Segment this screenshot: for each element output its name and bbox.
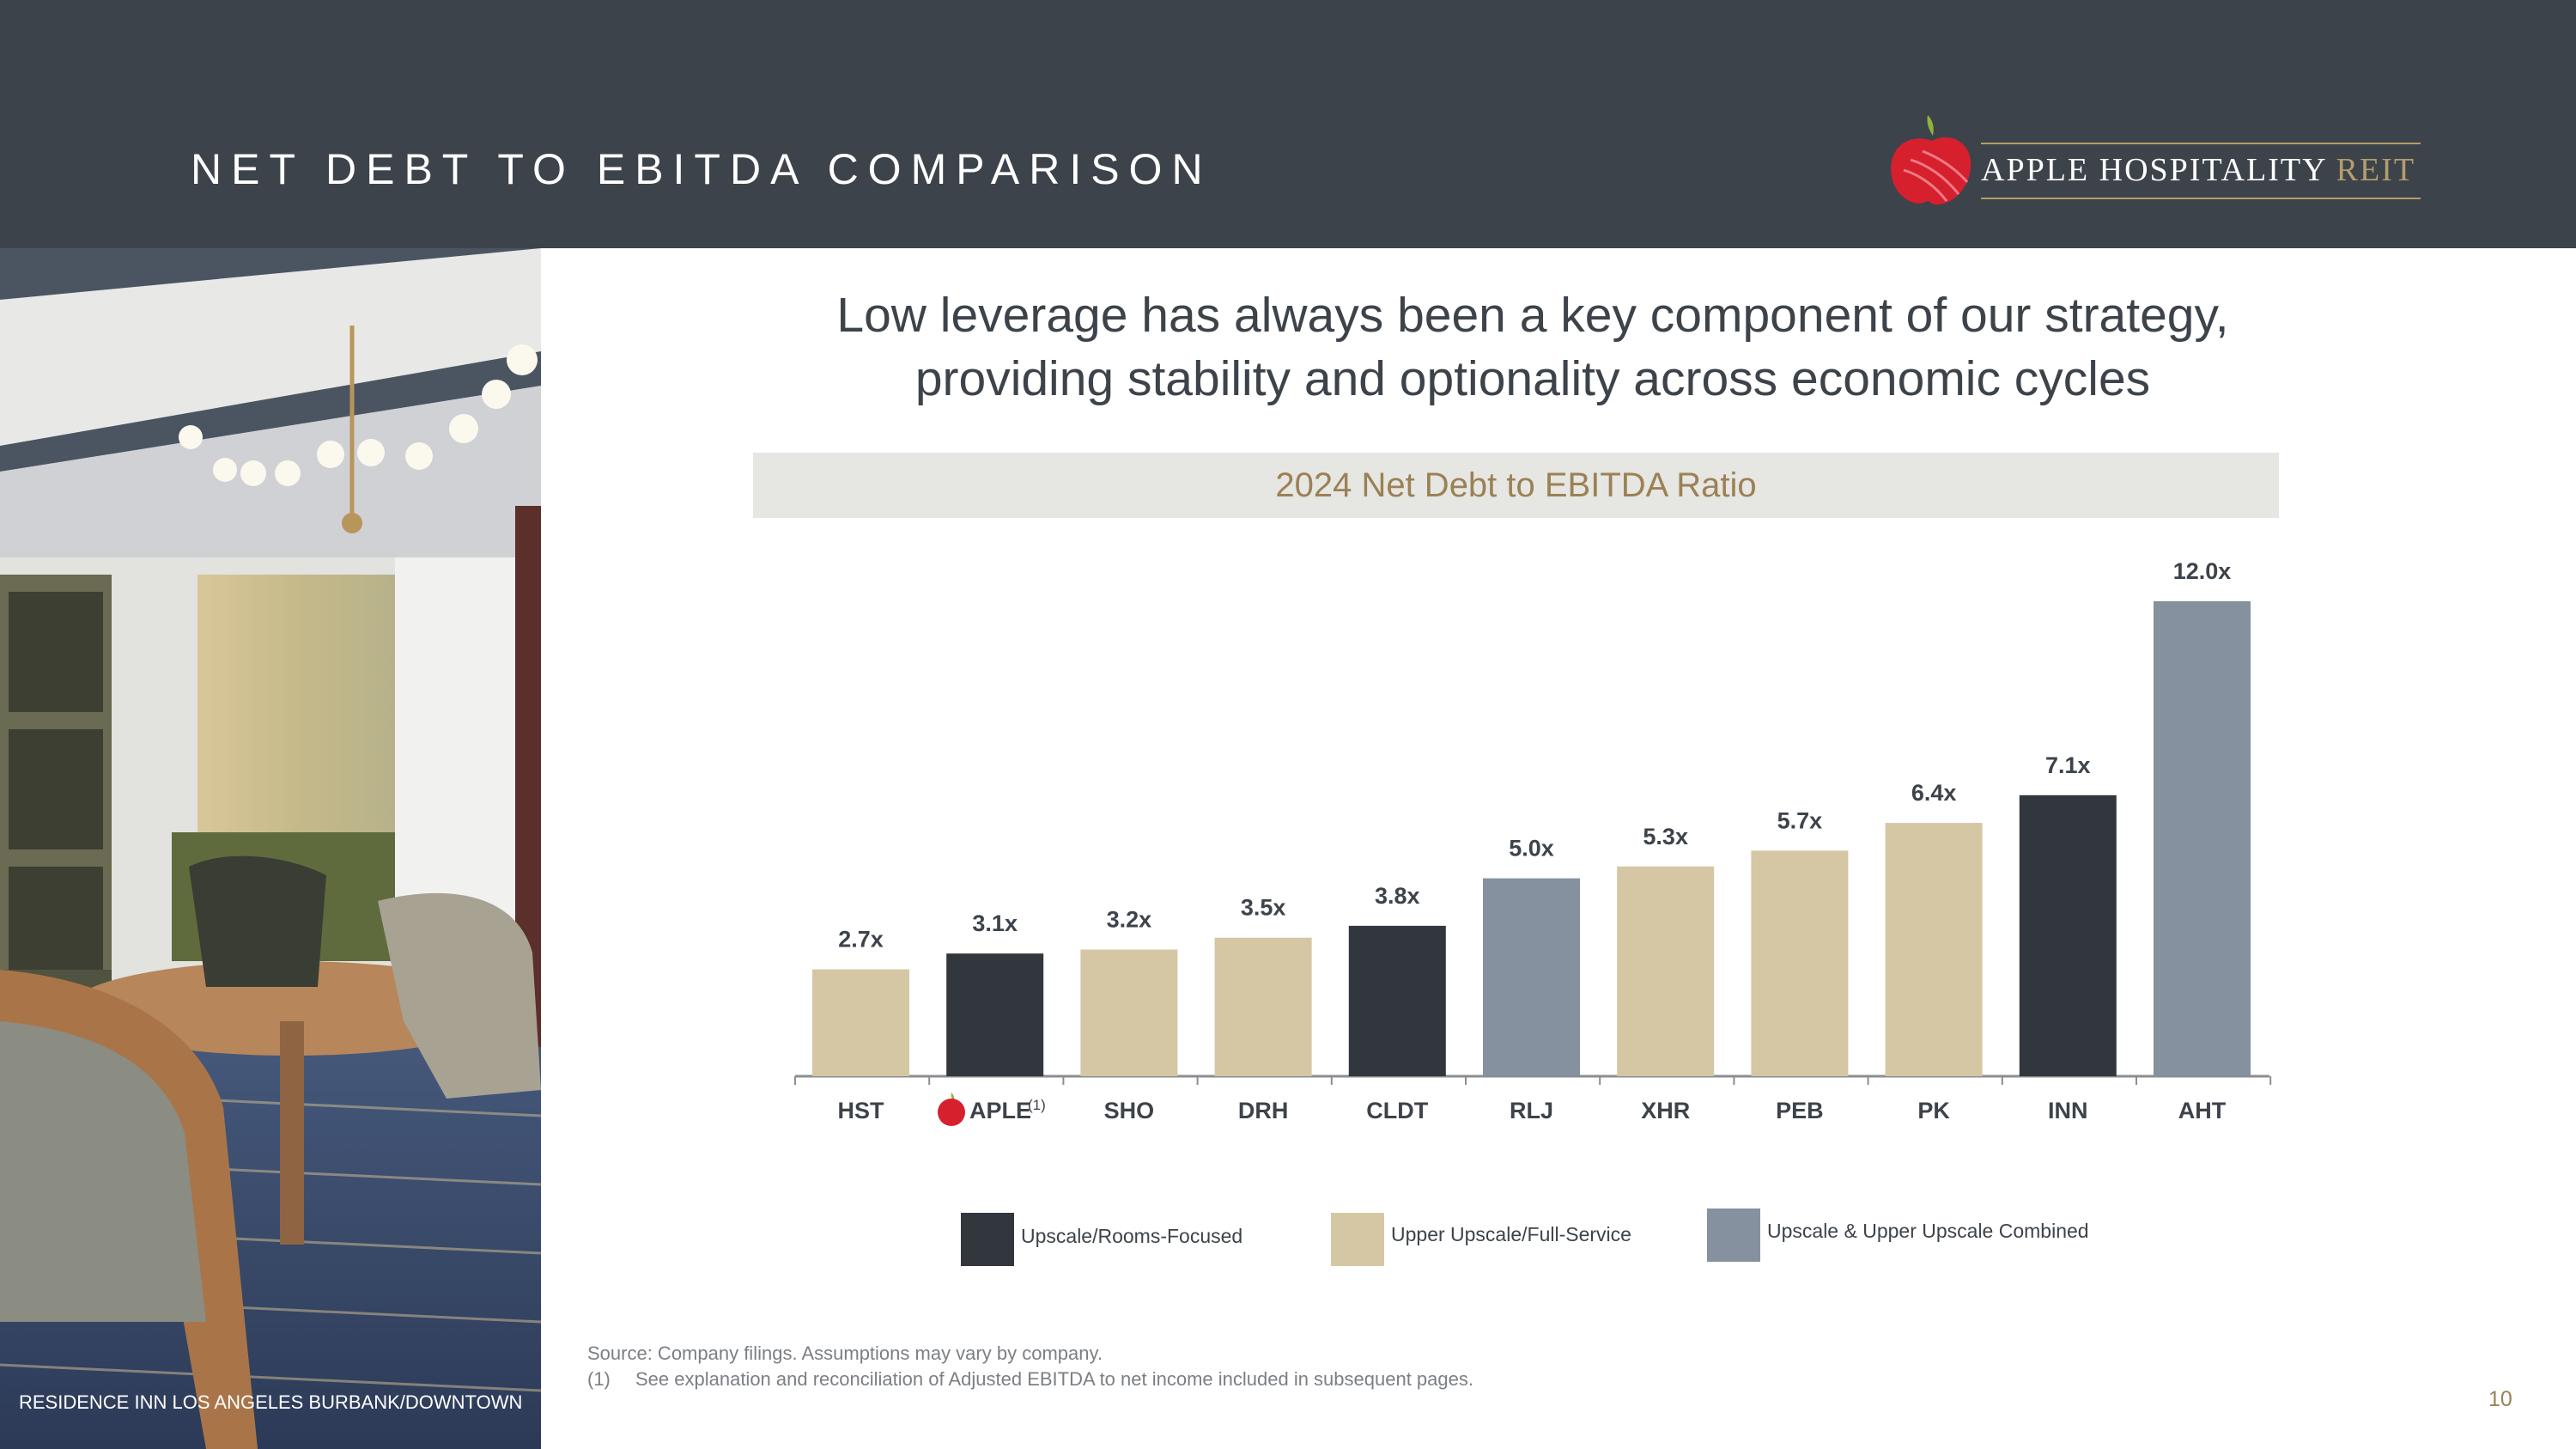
bar-xhr xyxy=(1617,866,1715,1076)
data-label-rlj: 5.0x xyxy=(1509,836,1554,861)
data-label-drh: 3.5x xyxy=(1241,895,1286,921)
x-tick-label-sho: SHO xyxy=(1104,1098,1155,1123)
x-tick-label-pk: PK xyxy=(1917,1098,1950,1123)
data-label-pk: 6.4x xyxy=(1911,780,1957,806)
chart-subtitle-band: 2024 Net Debt to EBITDA Ratio xyxy=(753,453,2279,518)
x-tick-label-rlj: RLJ xyxy=(1510,1098,1553,1123)
chart-title: 2024 Net Debt to EBITDA Ratio xyxy=(1275,466,1757,504)
footnote-text: See explanation and reconciliation of Ad… xyxy=(635,1368,1473,1390)
legend-swatch xyxy=(1707,1209,1760,1262)
bar-aht xyxy=(2154,601,2251,1076)
apple-logo-icon xyxy=(1891,115,1971,205)
footnote-marker: (1) xyxy=(587,1368,611,1390)
data-label-xhr: 5.3x xyxy=(1643,824,1688,849)
legend-label: Upscale & Upper Upscale Combined xyxy=(1767,1220,2089,1242)
x-tick-label-drh: DRH xyxy=(1238,1098,1289,1123)
headline-line-1: Low leverage has always been a key compo… xyxy=(836,288,2229,343)
x-tick-label-hst: HST xyxy=(838,1098,885,1123)
data-label-inn: 7.1x xyxy=(2045,752,2091,778)
bar-sho xyxy=(1080,949,1178,1076)
data-label-peb: 5.7x xyxy=(1777,807,1823,833)
data-label-sho: 3.2x xyxy=(1107,907,1152,933)
data-label-aht: 12.0x xyxy=(2173,558,2232,584)
bar-aple xyxy=(946,953,1044,1076)
legend-label: Upscale/Rooms-Focused xyxy=(1021,1225,1243,1247)
logo-wordmark: APPLE HOSPITALITY REIT xyxy=(1981,152,2416,188)
x-tick-label-xhr: XHR xyxy=(1641,1098,1690,1123)
logo-rule-top xyxy=(1981,143,2421,144)
bar-drh xyxy=(1214,937,1312,1076)
data-label-cldt: 3.8x xyxy=(1375,883,1420,909)
bar-cldt xyxy=(1348,925,1446,1076)
x-tick-label-peb: PEB xyxy=(1776,1098,1824,1123)
source-notes: Source: Company filings. Assumptions may… xyxy=(587,1341,1473,1392)
headline-line-2: providing stability and optionality acro… xyxy=(914,351,2151,406)
source-line: Source: Company filings. Assumptions may… xyxy=(587,1342,1103,1364)
x-tick-label-cldt: CLDT xyxy=(1366,1098,1428,1123)
bar-peb xyxy=(1751,850,1849,1076)
bar-inn xyxy=(2019,795,2117,1076)
legend-swatch xyxy=(961,1213,1014,1266)
company-logo: APPLE HOSPITALITY REIT xyxy=(1885,108,2434,211)
legend-label: Upper Upscale/Full-Service xyxy=(1391,1223,1631,1245)
logo-rule-bottom xyxy=(1981,198,2421,199)
page-number: 10 xyxy=(2488,1387,2512,1411)
aple-footnote-marker: (1) xyxy=(1028,1097,1046,1113)
data-label-aple: 3.1x xyxy=(972,910,1018,936)
page-title: NET DEBT TO EBITDA COMPARISON xyxy=(191,145,1212,193)
bar-pk xyxy=(1885,823,1983,1076)
header-bar xyxy=(0,0,2576,248)
x-tick-label-inn: INN xyxy=(2048,1098,2088,1123)
legend-swatch xyxy=(1331,1213,1384,1266)
apple-mini-icon xyxy=(938,1093,965,1126)
footnote-row: (1) See explanation and reconciliation of… xyxy=(587,1367,1473,1392)
x-tick-label-aple: APLE xyxy=(969,1098,1031,1123)
photo-caption: RESIDENCE INN LOS ANGELES BURBANK/DOWNTO… xyxy=(19,1391,523,1413)
x-tick-label-aht: AHT xyxy=(2178,1098,2227,1123)
data-label-hst: 2.7x xyxy=(838,927,884,953)
headline: Low leverage has always been a key compo… xyxy=(687,283,2379,411)
bar-rlj xyxy=(1483,878,1580,1076)
bar-hst xyxy=(812,969,909,1076)
hotel-photo xyxy=(0,248,541,1449)
